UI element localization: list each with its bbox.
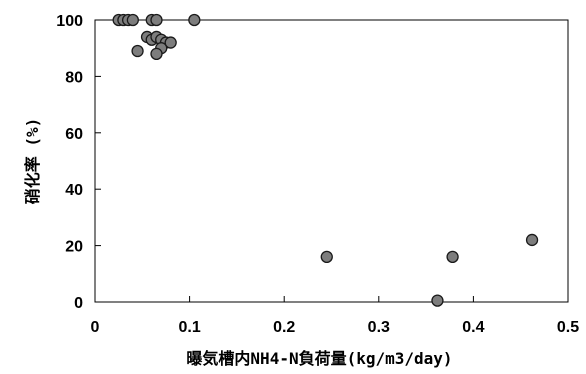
data-point xyxy=(320,250,333,264)
y-axis-title: 硝化率 (%) xyxy=(23,118,42,205)
data-point xyxy=(150,47,163,60)
y-tick-label: 20 xyxy=(65,239,83,256)
y-axis-ticks: 0 20 40 60 80 100 xyxy=(56,13,101,312)
data-points xyxy=(112,13,539,307)
data-point xyxy=(525,233,539,247)
x-axis-ticks: 0 0.1 0.2 0.3 0.4 0.5 xyxy=(91,296,579,336)
x-tick-label: 0.2 xyxy=(273,319,295,336)
data-point xyxy=(164,36,177,49)
x-tick-label: 0.3 xyxy=(368,319,390,336)
data-point xyxy=(188,13,201,27)
y-tick-label: 60 xyxy=(65,126,83,143)
x-tick-label: 0.4 xyxy=(462,319,484,336)
data-point xyxy=(126,13,139,27)
y-tick-label: 40 xyxy=(65,182,83,199)
y-tick-label: 100 xyxy=(56,13,83,30)
data-point xyxy=(446,250,459,264)
x-tick-label: 0.5 xyxy=(557,319,579,336)
plot-area xyxy=(94,19,569,303)
x-tick-label: 0.1 xyxy=(178,319,200,336)
y-tick-label: 80 xyxy=(65,69,83,86)
x-tick-label: 0 xyxy=(91,319,100,336)
y-tick-label: 0 xyxy=(74,295,83,312)
data-point xyxy=(131,44,144,58)
x-axis-title: 曝気槽内NH4-N負荷量(kg/m3/day) xyxy=(186,349,452,368)
data-point xyxy=(431,294,444,307)
data-point xyxy=(150,13,163,27)
